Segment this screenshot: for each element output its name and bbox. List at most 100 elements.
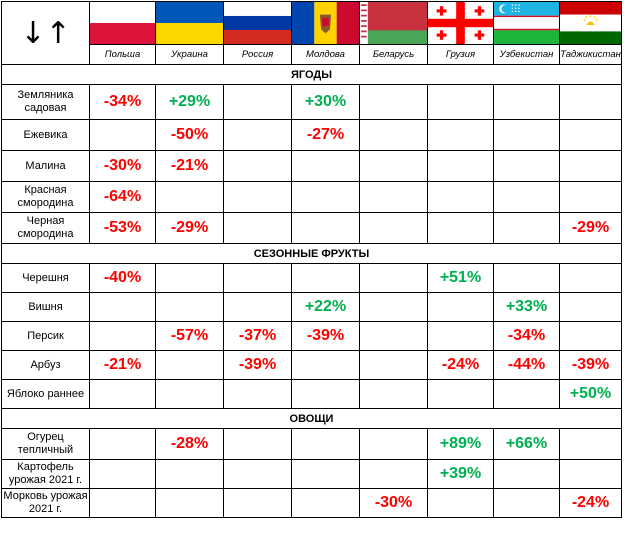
product-label: Вишня	[1, 292, 90, 322]
section-title: СЕЗОННЫЕ ФРУКТЫ	[1, 243, 622, 264]
price-change-cell	[155, 379, 224, 409]
price-change-cell	[559, 84, 622, 120]
price-change-cell	[427, 212, 494, 244]
product-label: Черная смородина	[1, 212, 90, 244]
product-label: Огурец тепличный	[1, 428, 90, 460]
ukraine-flag	[156, 2, 223, 44]
table-row: Морковь урожая 2021 г. -30% -24%	[1, 488, 622, 518]
price-change-cell	[359, 150, 428, 182]
price-change-cell	[359, 292, 428, 322]
price-change-cell	[359, 459, 428, 489]
price-change-cell	[359, 379, 428, 409]
price-change-cell: +50%	[559, 379, 622, 409]
price-change-cell	[559, 119, 622, 151]
section-title: ОВОЩИ	[1, 408, 622, 429]
price-change-cell	[223, 263, 292, 293]
price-change-cell: +30%	[291, 84, 360, 120]
price-change-cell	[223, 119, 292, 151]
price-change-cell	[359, 321, 428, 351]
price-change-table: ↓↑ Польша Украина Россия Молдова Беларусь Груз…	[1, 1, 622, 518]
country-name: Россия	[223, 44, 292, 65]
price-change-cell	[155, 292, 224, 322]
price-change-cell	[359, 181, 428, 213]
belarus-flag	[360, 2, 427, 44]
price-change-cell: -34%	[89, 84, 156, 120]
price-change-cell	[559, 181, 622, 213]
price-change-cell	[559, 321, 622, 351]
product-label: Морковь урожая 2021 г.	[1, 488, 90, 518]
price-change-cell	[223, 181, 292, 213]
price-change-cell	[359, 263, 428, 293]
country-name: Польша	[89, 44, 156, 65]
price-change-cell	[427, 119, 494, 151]
price-change-cell: +29%	[155, 84, 224, 120]
price-change-cell	[493, 379, 560, 409]
country-name: Узбекистан	[493, 44, 560, 65]
russia-flag	[224, 2, 291, 44]
price-change-cell	[291, 488, 360, 518]
price-change-cell: -21%	[89, 350, 156, 380]
price-change-cell: +22%	[291, 292, 360, 322]
price-change-cell: -29%	[559, 212, 622, 244]
russia-flag-cell	[223, 1, 292, 45]
price-change-cell	[427, 150, 494, 182]
table-row: Красная смородина -64%	[1, 181, 622, 213]
price-change-cell	[291, 428, 360, 460]
price-change-cell	[493, 212, 560, 244]
section-header-row: ОВОЩИ	[1, 408, 622, 429]
price-change-cell	[223, 212, 292, 244]
georgia-flag	[428, 2, 493, 44]
section-header-row: СЕЗОННЫЕ ФРУКТЫ	[1, 243, 622, 264]
tajikistan-flag	[560, 2, 621, 44]
price-change-cell	[155, 488, 224, 518]
price-change-cell	[89, 321, 156, 351]
ukraine-flag-cell	[155, 1, 224, 45]
section-title: ЯГОДЫ	[1, 64, 622, 85]
country-name: Таджикистан	[559, 44, 622, 65]
table-row: Персик -57% -37% -39% -34%	[1, 321, 622, 351]
flag-row: ↓↑	[1, 1, 622, 65]
price-change-cell	[291, 379, 360, 409]
price-change-cell	[359, 84, 428, 120]
price-change-cell	[291, 263, 360, 293]
country-name-row: Польша Украина Россия Молдова Беларусь Грузия…	[2, 44, 622, 65]
price-change-cell	[291, 459, 360, 489]
table-row: Огурец тепличный -28% +89% +66%	[1, 428, 622, 460]
price-change-cell: -53%	[89, 212, 156, 244]
price-change-cell: -30%	[89, 150, 156, 182]
price-change-cell: +39%	[427, 459, 494, 489]
price-change-cell	[89, 119, 156, 151]
price-change-cell: +89%	[427, 428, 494, 460]
price-change-cell	[427, 181, 494, 213]
price-change-cell	[359, 428, 428, 460]
price-change-cell: +33%	[493, 292, 560, 322]
country-name: Молдова	[291, 44, 360, 65]
price-change-cell	[559, 263, 622, 293]
price-change-cell	[155, 459, 224, 489]
price-change-cell	[493, 119, 560, 151]
price-change-cell: +66%	[493, 428, 560, 460]
poland-flag-cell	[89, 1, 156, 45]
price-change-cell: -24%	[559, 488, 622, 518]
price-change-cell: -24%	[427, 350, 494, 380]
price-change-cell	[559, 292, 622, 322]
price-change-cell: -37%	[223, 321, 292, 351]
price-change-cell	[427, 379, 494, 409]
product-label: Яблоко раннее	[1, 379, 90, 409]
country-name: Грузия	[427, 44, 494, 65]
product-label: Персик	[1, 321, 90, 351]
poland-flag	[90, 2, 155, 44]
price-change-cell	[493, 263, 560, 293]
price-change-cell	[223, 459, 292, 489]
price-change-cell	[493, 150, 560, 182]
price-change-cell	[89, 292, 156, 322]
price-change-cell	[155, 263, 224, 293]
price-change-cell	[427, 321, 494, 351]
price-change-cell: -57%	[155, 321, 224, 351]
price-change-cell	[155, 350, 224, 380]
price-change-cell	[427, 488, 494, 518]
table-row: Вишня +22% +33%	[1, 292, 622, 322]
price-change-cell: -21%	[155, 150, 224, 182]
product-label: Ежевика	[1, 119, 90, 151]
